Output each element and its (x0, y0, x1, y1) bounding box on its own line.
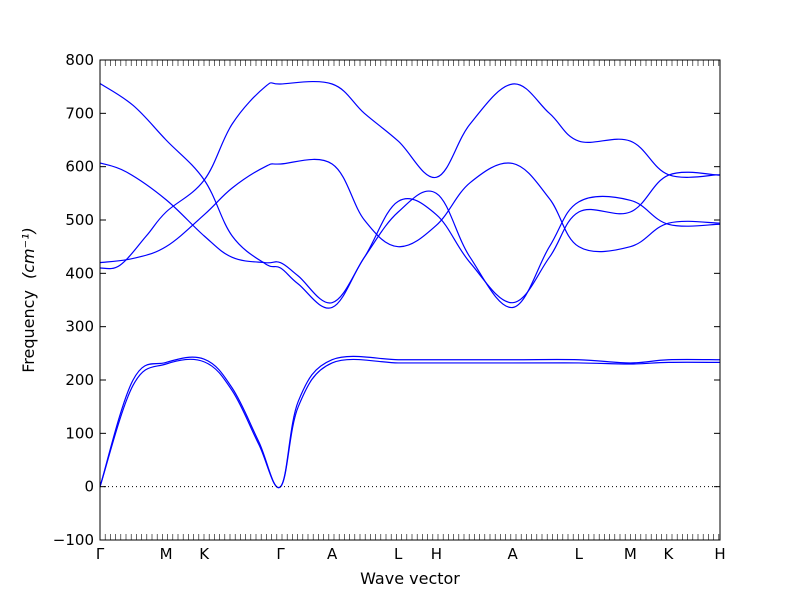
x-tick-label: H (431, 545, 442, 563)
x-tick-label: L (394, 545, 403, 563)
series-line-6 (99, 82, 721, 309)
series-line-5 (99, 162, 721, 304)
y-tick-label: 500 (65, 211, 94, 229)
x-tick-label: M (160, 545, 173, 563)
x-tick-label: Γ (276, 545, 285, 563)
y-tick-label: 100 (65, 424, 94, 442)
y-tick-label: 800 (65, 51, 94, 69)
y-tick-label: 600 (65, 158, 94, 176)
y-axis-ticks: −100 0 100 200 300 400 500 600 700 800 (53, 51, 720, 549)
series-lines (99, 80, 721, 489)
x-tick-label: Γ (96, 545, 105, 563)
x-tick-label: K (664, 545, 675, 563)
series-line-3 (99, 80, 721, 270)
x-tick-label: L (575, 545, 584, 563)
y-tick-label: 400 (65, 264, 94, 282)
y-axis-label-unit: (cm⁻¹) (19, 227, 38, 279)
x-tick-label: K (199, 545, 210, 563)
series-line-4 (99, 158, 721, 264)
y-tick-label: 200 (65, 371, 94, 389)
x-axis-label: Wave vector (360, 569, 460, 588)
series-line-2 (99, 355, 721, 489)
y-tick-label: 700 (65, 104, 94, 122)
x-tick-label: A (327, 545, 338, 563)
plot-frame (99, 59, 721, 541)
y-tick-label: 0 (84, 478, 94, 496)
y-tick-label: −100 (53, 531, 94, 549)
series-line-1 (99, 358, 721, 489)
x-tick-label: A (508, 545, 519, 563)
y-tick-label: 300 (65, 318, 94, 336)
y-axis-label: Frequency (cm⁻¹) (19, 227, 38, 372)
x-tick-label: M (624, 545, 637, 563)
y-axis-label-text: Frequency (19, 290, 38, 373)
x-tick-label: H (714, 545, 725, 563)
